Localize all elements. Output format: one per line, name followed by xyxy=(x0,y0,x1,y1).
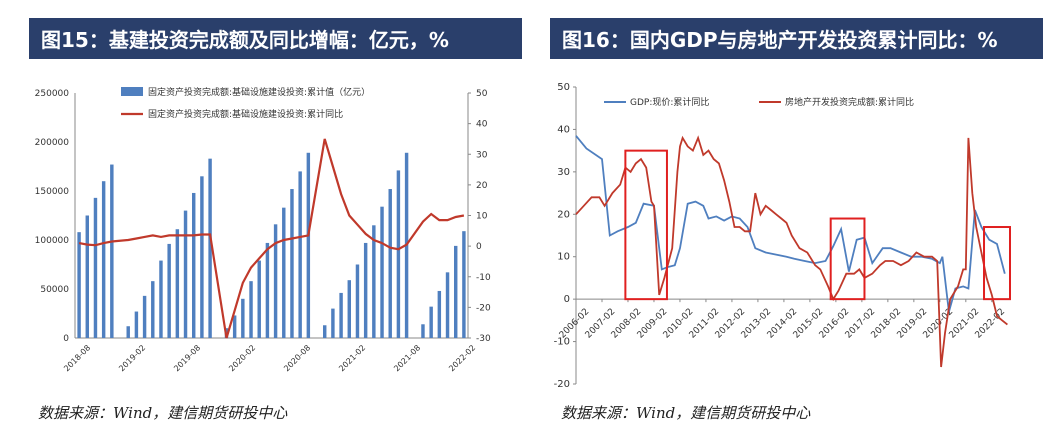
gdp-line xyxy=(575,135,1006,313)
infrastructure-investment-chart: 0 50000 100000 150000 200000 250000 -30 -20 -10 0… xyxy=(35,86,491,373)
bar xyxy=(421,324,425,338)
right-y-tick-label: 30 xyxy=(476,150,488,160)
bar xyxy=(183,210,188,338)
bar xyxy=(437,290,442,338)
legend-bar-swatch xyxy=(121,87,143,96)
bar xyxy=(85,215,90,338)
bar xyxy=(331,308,335,338)
bar xyxy=(388,189,392,338)
bar xyxy=(339,292,343,338)
legend-bar-label: 固定资产投资完成额:基础设施建设投资:累计值（亿元） xyxy=(148,86,370,98)
right-y-tick-label: 0 xyxy=(476,242,482,252)
bar xyxy=(273,224,278,338)
bar xyxy=(175,229,180,338)
bar xyxy=(232,315,237,338)
bar xyxy=(396,170,401,338)
bar xyxy=(322,325,327,338)
left-y-tick-label: 0 xyxy=(63,334,69,344)
bar xyxy=(208,158,212,338)
x-tick-label: 2019-08 xyxy=(172,343,202,373)
x-tick-label: 2018-08 xyxy=(62,343,92,373)
bar xyxy=(241,298,245,338)
left-y-tick-label: 200000 xyxy=(35,138,70,148)
bar xyxy=(101,181,106,338)
right-y-tick-label: -10 xyxy=(476,273,491,283)
bar xyxy=(372,225,376,338)
y-tick-label: -10 xyxy=(554,337,570,348)
x-tick-label: 2020-08 xyxy=(282,343,312,373)
bar xyxy=(191,192,196,338)
highlight-box xyxy=(983,226,1011,301)
bar xyxy=(93,197,98,338)
right-y-tick-label: 40 xyxy=(476,120,488,130)
realestate-line xyxy=(575,135,1008,368)
y-tick-label: 0 xyxy=(564,294,570,305)
y-tick-label: -20 xyxy=(554,379,570,390)
bar xyxy=(249,281,253,338)
bar xyxy=(110,164,114,338)
right-y-tick-label: 10 xyxy=(476,212,488,222)
bar xyxy=(453,245,458,338)
gdp-realestate-chart: -20-10010203040502006-022007-022008-0220… xyxy=(554,82,1011,390)
bar xyxy=(306,152,311,338)
figure-16-panel: 图16：国内GDP与房地产开发投资累计同比：% -20 -10 0 10 20 30 40 5… xyxy=(544,0,1043,446)
bar xyxy=(363,242,368,338)
bar xyxy=(134,311,139,338)
right-y-tick-label: -20 xyxy=(476,303,491,313)
bar xyxy=(126,326,130,338)
left-y-tick-label: 100000 xyxy=(35,236,70,246)
bar xyxy=(429,306,433,338)
bar xyxy=(159,260,163,338)
y-tick-label: 40 xyxy=(557,124,570,135)
bar xyxy=(298,171,302,338)
left-y-tick-label: 50000 xyxy=(40,285,69,295)
bar xyxy=(462,231,466,338)
figure-15-source: 数据来源：Wind，建信期货研投中心 xyxy=(38,404,288,422)
bar xyxy=(445,272,450,338)
bar xyxy=(142,295,147,338)
x-tick-label: 2020-02 xyxy=(227,343,257,373)
y-tick-label: 30 xyxy=(557,167,570,178)
left-y-tick-label: 150000 xyxy=(35,187,70,197)
right-y-tick-label: 50 xyxy=(476,89,488,99)
bar xyxy=(355,264,360,338)
legend-gdp-label: GDP:现价:累计同比 xyxy=(630,96,709,108)
right-y-tick-label: 20 xyxy=(476,181,488,191)
bar xyxy=(282,207,286,338)
bar xyxy=(200,176,204,338)
right-y-tick-label: -30 xyxy=(476,334,491,344)
bar xyxy=(77,232,81,338)
bar xyxy=(347,280,352,338)
figure-15-panel: 图15：基建投资完成额及同比增幅：亿元，% 0 50000 100000 150000… xyxy=(29,18,522,422)
highlight-box xyxy=(624,149,668,301)
highlight-box xyxy=(829,217,866,301)
y-tick-label: 20 xyxy=(557,209,570,220)
legend-line-label: 固定资产投资完成额:基础设施建设投资:累计同比 xyxy=(148,108,343,120)
y-tick-label: 50 xyxy=(557,82,570,93)
bar xyxy=(290,189,294,338)
bar xyxy=(380,206,384,338)
legend-realestate-label: 房地产开发投资完成额:累计同比 xyxy=(785,96,914,108)
x-tick-label: 2019-02 xyxy=(117,343,147,373)
figure-15-title: 图15：基建投资完成额及同比增幅：亿元，% xyxy=(29,18,522,59)
yoy-line xyxy=(78,138,465,339)
x-tick-label: 2022-02 xyxy=(447,343,477,373)
figure-16-title: 图16：国内GDP与房地产开发投资累计同比：% xyxy=(550,18,1043,59)
left-y-tick-label: 250000 xyxy=(35,89,70,99)
y-tick-label: 10 xyxy=(557,252,570,263)
bar xyxy=(265,242,270,338)
bar xyxy=(167,243,171,338)
bar xyxy=(151,281,155,338)
x-tick-label: 2021-02 xyxy=(337,343,367,373)
figure-16-source: 数据来源：Wind，建信期货研投中心 xyxy=(561,404,811,422)
x-tick-label: 2021-08 xyxy=(392,343,422,373)
bar xyxy=(257,260,261,338)
